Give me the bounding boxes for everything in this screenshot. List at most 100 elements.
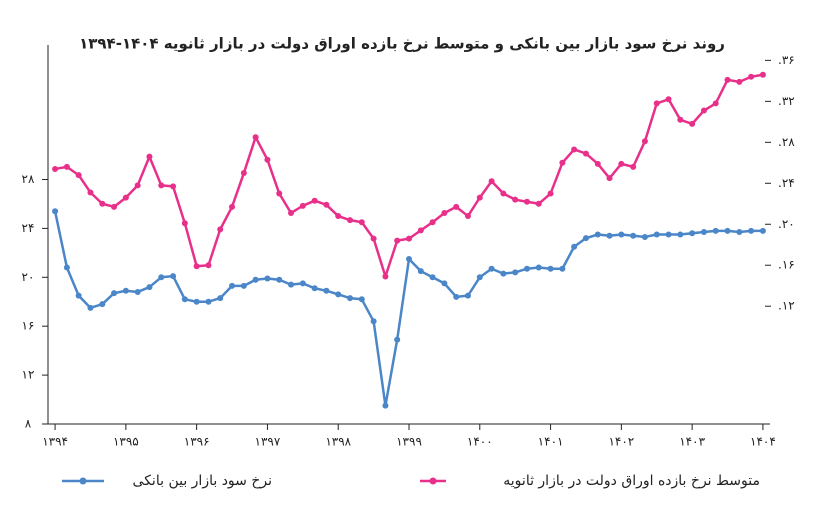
y-tick-label: ۲۰ xyxy=(22,270,35,284)
data-point xyxy=(63,163,70,170)
x-tick-label: ۱۳۹۶ xyxy=(184,435,210,449)
data-point xyxy=(759,71,766,78)
data-point xyxy=(665,231,672,238)
data-point xyxy=(394,336,401,343)
data-point xyxy=(406,255,412,262)
x-tick-label: ۱۳۹۷ xyxy=(255,435,281,449)
data-point xyxy=(347,217,354,224)
y-tick-label: ۲۸ xyxy=(22,172,35,186)
data-point xyxy=(111,203,118,210)
x-tick-label: ۱۳۹۴ xyxy=(42,435,68,449)
data-point xyxy=(523,265,530,272)
y2-tick-label: .۲۰ xyxy=(778,217,795,231)
data-point xyxy=(512,269,519,276)
data-point xyxy=(181,220,188,227)
data-point xyxy=(170,273,177,280)
data-point xyxy=(700,107,707,114)
data-point xyxy=(665,96,672,103)
data-point xyxy=(52,165,59,172)
data-point xyxy=(134,288,141,295)
data-point xyxy=(358,219,365,226)
data-point xyxy=(748,227,755,234)
data-point xyxy=(476,194,483,201)
data-point xyxy=(382,273,389,280)
data-point xyxy=(547,265,554,272)
data-point xyxy=(382,402,389,409)
x-tick-label: ۱۴۰۲ xyxy=(608,435,634,449)
data-point xyxy=(205,262,212,269)
y2-tick-label: .۱۲ xyxy=(778,299,795,313)
data-point xyxy=(724,227,731,234)
data-point xyxy=(606,175,613,182)
data-point xyxy=(205,298,212,305)
y2-tick-label: .۲۴ xyxy=(778,176,795,190)
x-tick-label: ۱۳۹۸ xyxy=(325,435,351,449)
data-point xyxy=(559,265,566,272)
data-point xyxy=(606,232,613,239)
legend-swatch-dot xyxy=(429,477,437,485)
data-point xyxy=(653,100,660,107)
data-point xyxy=(559,159,566,166)
data-point xyxy=(370,318,377,325)
data-point xyxy=(323,287,330,294)
data-point xyxy=(417,268,424,275)
data-point xyxy=(736,229,743,236)
data-point xyxy=(582,235,589,242)
x-tick-label: ۱۴۰۱ xyxy=(538,435,564,449)
data-point xyxy=(122,287,129,294)
data-point xyxy=(288,281,295,288)
data-point xyxy=(712,227,719,234)
data-point xyxy=(571,243,578,250)
x-tick-label: ۱۴۰۳ xyxy=(679,435,705,449)
data-point xyxy=(87,304,94,311)
data-point xyxy=(748,73,755,80)
data-point xyxy=(264,156,271,163)
data-point xyxy=(406,235,412,242)
data-point xyxy=(535,200,542,207)
data-point xyxy=(217,226,224,233)
data-point xyxy=(464,292,471,299)
data-point xyxy=(453,203,460,210)
data-point xyxy=(158,182,165,189)
data-point xyxy=(122,194,129,201)
data-point xyxy=(712,100,719,107)
data-point xyxy=(335,213,342,220)
data-point xyxy=(311,197,318,204)
y2-tick-label: .۳۶ xyxy=(778,53,795,67)
data-point xyxy=(252,276,259,283)
data-point xyxy=(641,233,648,240)
x-tick-label: ۱۴۰۴ xyxy=(750,435,776,449)
data-point xyxy=(217,295,224,302)
data-point xyxy=(618,160,625,167)
data-point xyxy=(193,298,200,305)
data-point xyxy=(335,291,342,298)
data-point xyxy=(594,160,601,167)
data-point xyxy=(75,172,82,179)
y2-tick-label: .۱۶ xyxy=(778,258,795,272)
y2-tick-label: .۲۸ xyxy=(778,135,795,149)
data-point xyxy=(323,201,330,208)
data-point xyxy=(630,163,637,170)
x-tick-label: ۱۳۹۵ xyxy=(113,435,139,449)
data-point xyxy=(87,189,94,196)
data-point xyxy=(453,293,460,300)
data-point xyxy=(488,265,495,272)
data-point xyxy=(476,274,483,281)
data-point xyxy=(653,231,660,238)
data-point xyxy=(500,270,507,277)
data-point xyxy=(181,296,188,303)
data-point xyxy=(547,190,554,197)
data-point xyxy=(677,116,684,123)
legend-swatch-dot xyxy=(79,477,87,485)
data-point xyxy=(500,190,507,197)
data-point xyxy=(99,200,106,207)
y2-tick-label: .۳۲ xyxy=(778,94,795,108)
data-point xyxy=(158,274,165,281)
data-point xyxy=(170,183,177,190)
data-point xyxy=(229,203,236,210)
y-tick-label: ۱۲ xyxy=(22,368,35,382)
data-point xyxy=(394,237,401,244)
data-point xyxy=(618,231,625,238)
data-point xyxy=(689,120,696,127)
